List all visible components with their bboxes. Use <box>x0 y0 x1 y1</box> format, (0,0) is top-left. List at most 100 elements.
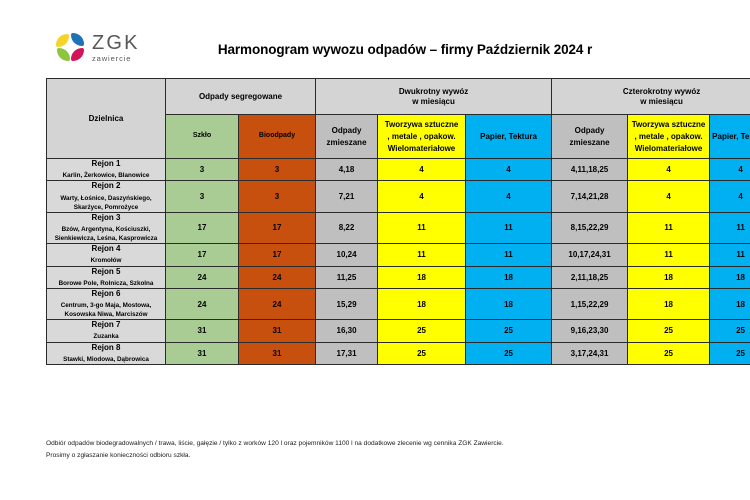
row-region-streets: Bzów, Argentyna, Kościuszki, Sienkiewicza… <box>54 225 158 243</box>
subheader-papier-4x: Papier, Tektura <box>709 114 750 159</box>
row-plastic-2x-cell: 11 <box>377 243 467 267</box>
header-dwukrotny-wywoz: Dwukrotny wywóz w miesiącu <box>315 78 553 115</box>
header-dzielnica: Dzielnica <box>46 78 166 159</box>
subheader-mixed-line1-4x: Odpady <box>574 125 605 135</box>
table-row: Rejon 5 Borowe Pole, Rolnicza, Szkolna 24 2… <box>46 265 750 289</box>
row-glass-cell: 31 <box>165 319 239 343</box>
table-row: Rejon 8 Stawki, Miodowa, Dąbrowica 31 31 17,… <box>46 341 750 365</box>
row-plastic-4x-cell: 11 <box>627 211 711 245</box>
subheader-plastic-line1-4x: Tworzywa sztuczne <box>631 119 706 129</box>
row-region-cell: Rejon 7 Zuzanka <box>46 319 166 343</box>
row-mixed-2x-cell: 7,21 <box>315 180 379 213</box>
row-region-streets: Stawki, Miodowa, Dąbrowica <box>63 355 149 363</box>
subheader-mixed-line2-2x: zmieszane <box>326 137 367 147</box>
row-region-cell: Rejon 5 Borowe Pole, Rolnicza, Szkolna <box>46 265 166 289</box>
logo-name: ZGK <box>92 32 140 55</box>
table-head: Dzielnica Odpady segregowane Dwukrotny w… <box>46 78 750 159</box>
row-plastic-2x-cell: 4 <box>377 157 467 182</box>
row-bio-cell: 24 <box>237 287 317 321</box>
row-paper-2x-cell: 25 <box>465 319 553 343</box>
row-region-name: Rejon 3 <box>91 212 121 222</box>
subheader-plastic-line1-2x: Tworzywa sztuczne <box>384 119 459 129</box>
row-plastic-4x-cell: 11 <box>627 243 711 267</box>
row-plastic-2x-cell: 18 <box>377 265 467 289</box>
row-mixed-4x-cell: 4,11,18,25 <box>551 157 629 182</box>
row-region-cell: Rejon 2 Warty, Łośnice, Daszyńskiego, Skar… <box>46 180 166 213</box>
row-plastic-2x-cell: 4 <box>377 180 467 213</box>
row-mixed-4x-cell: 8,15,22,29 <box>551 211 629 245</box>
table-row: Rejon 2 Warty, Łośnice, Daszyńskiego, Skar… <box>46 180 750 213</box>
subheader-tworzywa-4x: Tworzywa sztuczne , metale , opakow. Wie… <box>627 114 711 159</box>
row-paper-4x-cell: 25 <box>709 341 750 365</box>
row-paper-2x-cell: 25 <box>465 341 553 365</box>
row-glass-cell: 17 <box>165 211 239 245</box>
row-paper-4x-cell: 4 <box>709 180 750 213</box>
row-glass-cell: 24 <box>165 265 239 289</box>
row-region-streets: Karlin, Żerkowice, Blanowice <box>62 172 150 180</box>
row-mixed-2x-cell: 17,31 <box>315 341 379 365</box>
subheader-plastic-line2-2x: , metale , opakow. <box>387 131 456 141</box>
row-bio-cell: 24 <box>237 265 317 289</box>
subheader-plastic-line3-4x: Wielomateriałowe <box>634 143 703 153</box>
header-dwukrotny-line2: w miesiącu <box>412 96 455 106</box>
header-czterokrotny-wywoz: Czterokrotny wywóz w miesiącu <box>551 78 750 115</box>
row-mixed-4x-cell: 10,17,24,31 <box>551 243 629 267</box>
table-row: Rejon 7 Zuzanka 31 31 16,30 25 25 9,16,23,30 25 2… <box>46 319 750 343</box>
row-mixed-4x-cell: 3,17,24,31 <box>551 341 629 365</box>
row-region-name: Rejon 6 <box>91 288 121 298</box>
row-region-streets: Kromołów <box>90 257 122 265</box>
row-plastic-2x-cell: 18 <box>377 287 467 321</box>
header-czterokrotny-line2: w miesiącu <box>640 96 683 106</box>
row-mixed-2x-cell: 15,29 <box>315 287 379 321</box>
row-plastic-4x-cell: 4 <box>627 157 711 182</box>
row-mixed-2x-cell: 11,25 <box>315 265 379 289</box>
row-region-cell: Rejon 4 Kromołów <box>46 243 166 267</box>
table-row: Rejon 1 Karlin, Żerkowice, Blanowice 3 3 4,1… <box>46 157 750 182</box>
row-paper-2x-cell: 4 <box>465 157 553 182</box>
leaf-green-icon <box>57 48 70 61</box>
row-bio-cell: 3 <box>237 180 317 213</box>
row-bio-cell: 3 <box>237 157 317 182</box>
row-paper-4x-cell: 4 <box>709 157 750 182</box>
row-plastic-4x-cell: 25 <box>627 319 711 343</box>
row-mixed-2x-cell: 4,18 <box>315 157 379 182</box>
table-row: Rejon 6 Centrum, 3-go Maja, Mostowa, Kosow… <box>46 287 750 321</box>
row-glass-cell: 17 <box>165 243 239 267</box>
row-bio-cell: 31 <box>237 319 317 343</box>
leaf-yellow-icon <box>56 34 69 47</box>
table-row: Rejon 3 Bzów, Argentyna, Kościuszki, Sienk… <box>46 211 750 245</box>
zgk-logo: ZGK zawiercie <box>56 33 140 63</box>
table-row: Rejon 4 Kromołów 17 17 10,24 11 11 10,17,24,31 1… <box>46 243 750 267</box>
row-paper-4x-cell: 25 <box>709 319 750 343</box>
schedule-table: Dzielnica Odpady segregowane Dwukrotny w… <box>46 78 750 365</box>
logo-tagline: zawiercie <box>92 54 132 64</box>
row-mixed-2x-cell: 8,22 <box>315 211 379 245</box>
row-paper-4x-cell: 18 <box>709 265 750 289</box>
row-glass-cell: 3 <box>165 157 239 182</box>
footnote-2: Prosimy o zgłaszanie konieczności odbior… <box>46 452 191 460</box>
row-paper-2x-cell: 18 <box>465 287 553 321</box>
leaf-pink-icon <box>71 48 84 61</box>
row-region-streets: Warty, Łośnice, Daszyńskiego, Skarżyce, P… <box>60 194 152 211</box>
row-region-cell: Rejon 1 Karlin, Żerkowice, Blanowice <box>46 157 166 182</box>
subheader-mixed-line1-2x: Odpady <box>331 125 362 135</box>
header-group-row: Dzielnica Odpady segregowane Dwukrotny w… <box>46 78 750 159</box>
row-paper-4x-cell: 11 <box>709 211 750 245</box>
subheader-mixed-line2-4x: zmieszane <box>569 137 610 147</box>
row-mixed-2x-cell: 10,24 <box>315 243 379 267</box>
row-region-name: Rejon 5 <box>91 266 121 276</box>
row-plastic-2x-cell: 25 <box>377 319 467 343</box>
subheader-bioodpady: Bioodpady <box>237 114 317 159</box>
row-mixed-2x-cell: 16,30 <box>315 319 379 343</box>
row-region-name: Rejon 8 <box>91 342 121 352</box>
header-odpady-segregowane: Odpady segregowane <box>164 78 317 115</box>
row-mixed-4x-cell: 7,14,21,28 <box>551 180 629 213</box>
header-czterokrotny-line1: Czterokrotny wywóz <box>622 86 701 96</box>
row-mixed-4x-cell: 9,16,23,30 <box>551 319 629 343</box>
row-region-streets: Borowe Pole, Rolnicza, Szkolna <box>58 279 154 287</box>
row-region-cell: Rejon 8 Stawki, Miodowa, Dąbrowica <box>46 341 166 365</box>
subheader-odpady-zmieszane-4x: Odpady zmieszane <box>551 114 629 159</box>
footnotes: Odbiór odpadów biodegradowalnych / trawa… <box>46 438 726 462</box>
row-plastic-2x-cell: 11 <box>377 211 467 245</box>
